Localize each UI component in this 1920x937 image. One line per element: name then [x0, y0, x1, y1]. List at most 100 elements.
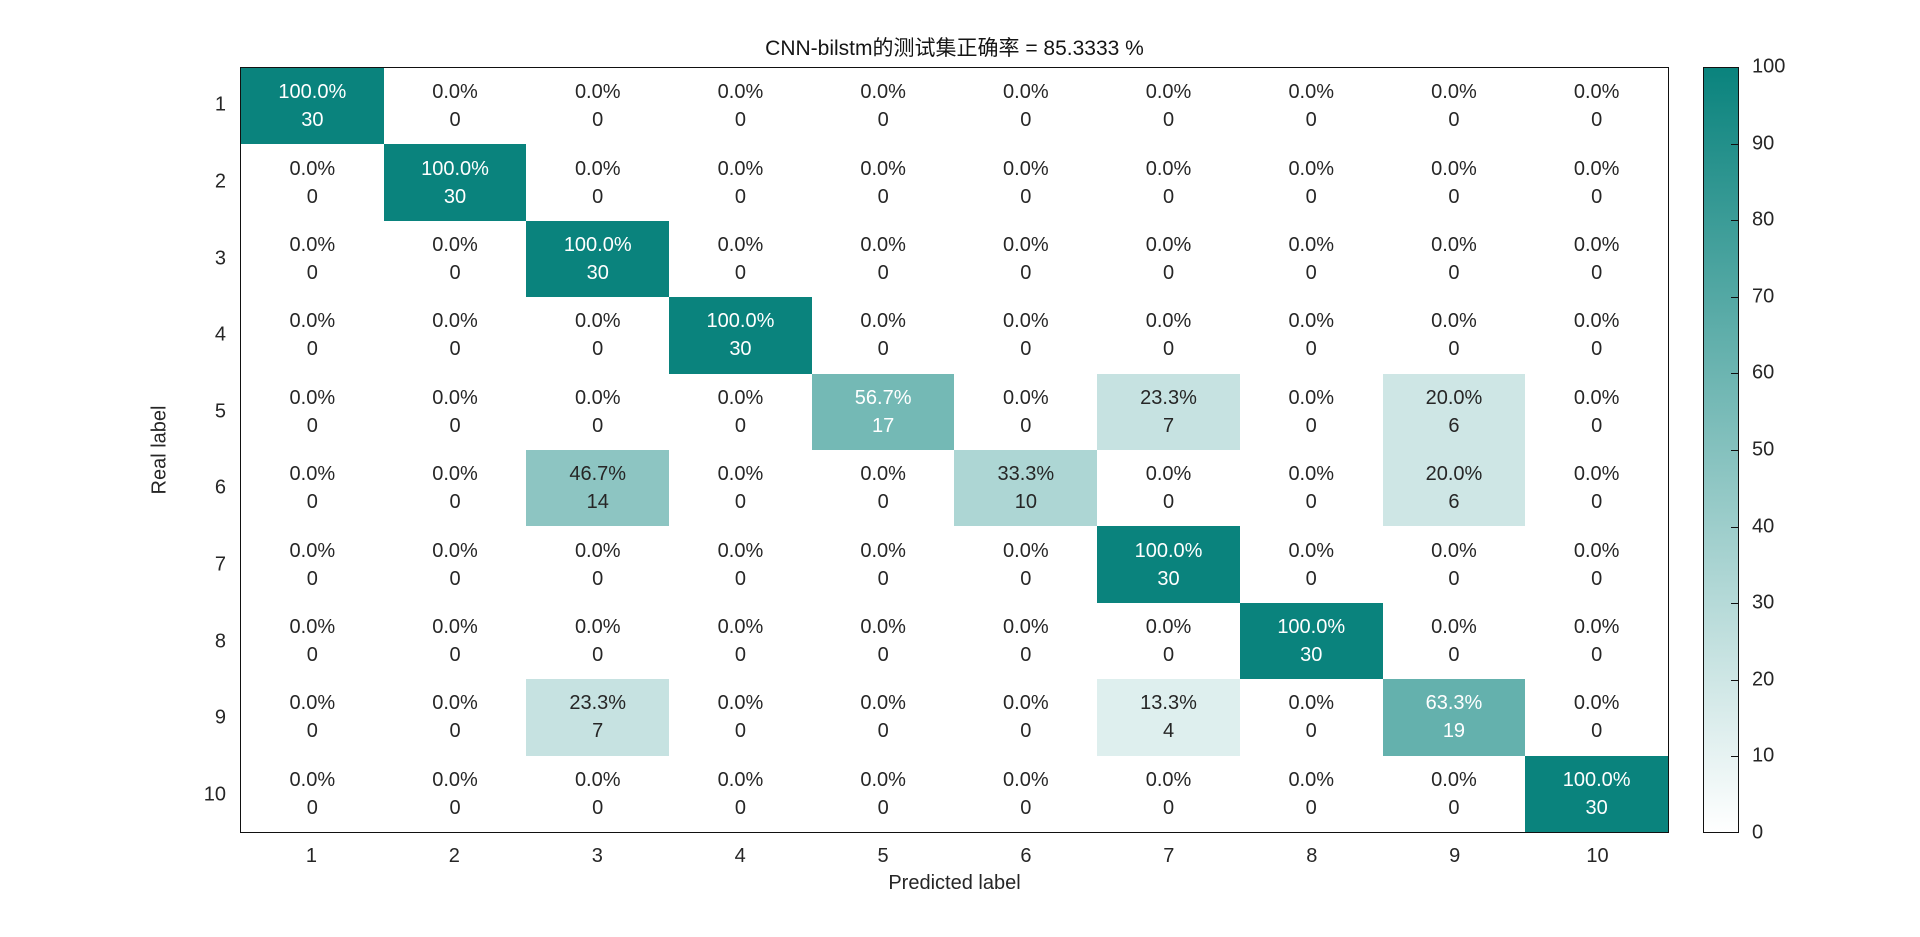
cell-percent: 0.0% — [574, 539, 621, 562]
matrix-cell: 0.0% 0 — [526, 526, 670, 603]
cell-percent: 0.0% — [860, 768, 906, 791]
cell-percent: 0.0% — [1145, 233, 1192, 256]
cell-count: 0 — [1591, 185, 1603, 208]
cell-count: 0 — [1162, 643, 1175, 666]
cell-count: 0 — [877, 261, 889, 284]
cell-percent: 0.0% — [1573, 157, 1620, 180]
cell-percent: 100.0% — [278, 81, 347, 104]
y-tick-label: 6 — [214, 476, 226, 499]
cell-count: 0 — [1448, 109, 1460, 132]
cell-percent: 0.0% — [1288, 463, 1335, 486]
matrix-cell: 0.0% 0 — [811, 144, 955, 221]
cell-count: 0 — [877, 720, 889, 743]
matrix-cell: 100.0% 30 — [241, 68, 384, 145]
chart-title: CNN-bilstm的测试集正确率 = 85.3333 % — [765, 37, 1144, 60]
cell-percent: 0.0% — [860, 539, 906, 562]
cell-count: 0 — [1020, 261, 1032, 284]
colorbar-tick-label: 30 — [1752, 591, 1775, 614]
matrix-cell: 23.3% 7 — [1097, 373, 1240, 450]
cell-count: 0 — [306, 414, 318, 437]
x-tick-label: 4 — [734, 845, 746, 867]
matrix-cell: 0.0% 0 — [811, 602, 955, 680]
cell-percent: 0.0% — [860, 157, 906, 180]
x-tick-label: 9 — [1449, 845, 1461, 867]
matrix-cell: 0.0% 0 — [1525, 526, 1668, 603]
y-tick-label: 7 — [214, 553, 226, 576]
cell-count: 0 — [592, 338, 604, 361]
cell-percent: 0.0% — [574, 386, 621, 409]
cell-count: 10 — [1014, 491, 1037, 514]
cell-percent: 0.0% — [432, 386, 478, 409]
matrix-cell: 0.0% 0 — [241, 755, 384, 832]
cell-percent: 0.0% — [1573, 692, 1620, 715]
cell-percent: 0.0% — [1288, 692, 1335, 715]
cell-count: 0 — [449, 720, 461, 743]
cell-count: 0 — [877, 109, 889, 132]
cell-percent: 0.0% — [717, 157, 764, 180]
matrix-cell: 0.0% 0 — [811, 297, 955, 374]
cell-percent: 0.0% — [1003, 233, 1049, 256]
cell-percent: 0.0% — [1145, 81, 1192, 104]
matrix-cell: 0.0% 0 — [669, 220, 812, 298]
matrix-cell: 0.0% 0 — [954, 144, 1098, 221]
cell-count: 0 — [449, 109, 461, 132]
cell-count: 0 — [1448, 643, 1460, 666]
cell-percent: 0.0% — [289, 233, 336, 256]
cell-count: 0 — [1020, 643, 1032, 666]
cell-percent: 20.0% — [1425, 386, 1483, 409]
colorbar-tick-label: 60 — [1752, 361, 1775, 384]
matrix-cell: 0.0% 0 — [241, 679, 384, 756]
cell-count: 0 — [1591, 338, 1603, 361]
cell-count: 0 — [1448, 261, 1460, 284]
cell-percent: 100.0% — [1562, 768, 1631, 791]
cell-percent: 0.0% — [432, 692, 478, 715]
matrix-cell: 0.0% 0 — [383, 602, 527, 680]
matrix-cell: 0.0% 0 — [669, 373, 812, 450]
matrix-cell: 0.0% 0 — [383, 679, 527, 756]
matrix-cell: 0.0% 0 — [1525, 679, 1668, 756]
cell-count: 0 — [449, 261, 461, 284]
cell-count: 30 — [1157, 567, 1180, 590]
cell-percent: 0.0% — [289, 386, 336, 409]
y-tick-label: 10 — [203, 783, 226, 806]
matrix-cell: 0.0% 0 — [1097, 450, 1240, 527]
matrix-cell: 0.0% 0 — [1525, 297, 1668, 374]
cell-percent: 0.0% — [574, 81, 621, 104]
matrix-cell: 100.0% 30 — [383, 144, 527, 221]
matrix-cell: 0.0% 0 — [669, 450, 812, 527]
cell-percent: 100.0% — [563, 233, 632, 256]
cell-count: 0 — [877, 338, 889, 361]
cell-count: 0 — [1591, 109, 1603, 132]
cell-count: 0 — [1020, 109, 1032, 132]
matrix-cell: 20.0% 6 — [1382, 450, 1526, 527]
matrix-cell: 0.0% 0 — [1239, 679, 1383, 756]
matrix-cell: 0.0% 0 — [241, 297, 384, 374]
cell-count: 0 — [734, 491, 746, 514]
matrix-cell: 0.0% 0 — [383, 220, 527, 298]
matrix-cell: 0.0% 0 — [1239, 526, 1383, 603]
x-tick-label: 6 — [1020, 845, 1032, 867]
cell-count: 0 — [592, 414, 604, 437]
colorbar-tick-label: 100 — [1752, 55, 1786, 78]
cell-percent: 0.0% — [1573, 81, 1620, 104]
colorbar-tick-mark — [1731, 756, 1738, 757]
cell-count: 0 — [306, 261, 318, 284]
cell-percent: 0.0% — [1573, 539, 1620, 562]
y-tick-label: 3 — [214, 247, 226, 269]
matrix-cell: 0.0% 0 — [1382, 602, 1526, 680]
matrix-cell: 0.0% 0 — [669, 526, 812, 603]
cell-count: 0 — [1591, 643, 1603, 666]
y-tick-label: 1 — [214, 93, 226, 116]
cell-count: 7 — [592, 720, 604, 743]
x-tick-label: 7 — [1163, 845, 1175, 867]
cell-percent: 0.0% — [860, 463, 906, 486]
matrix-cell: 0.0% 0 — [241, 220, 384, 298]
cell-percent: 0.0% — [1431, 233, 1477, 256]
cell-percent: 0.0% — [432, 463, 478, 486]
matrix-cell: 0.0% 0 — [811, 220, 955, 298]
cell-count: 0 — [449, 796, 461, 819]
cell-percent: 0.0% — [1431, 81, 1477, 104]
colorbar-tick-mark — [1731, 680, 1738, 681]
cell-percent: 0.0% — [289, 310, 336, 333]
cell-percent: 0.0% — [574, 615, 621, 638]
